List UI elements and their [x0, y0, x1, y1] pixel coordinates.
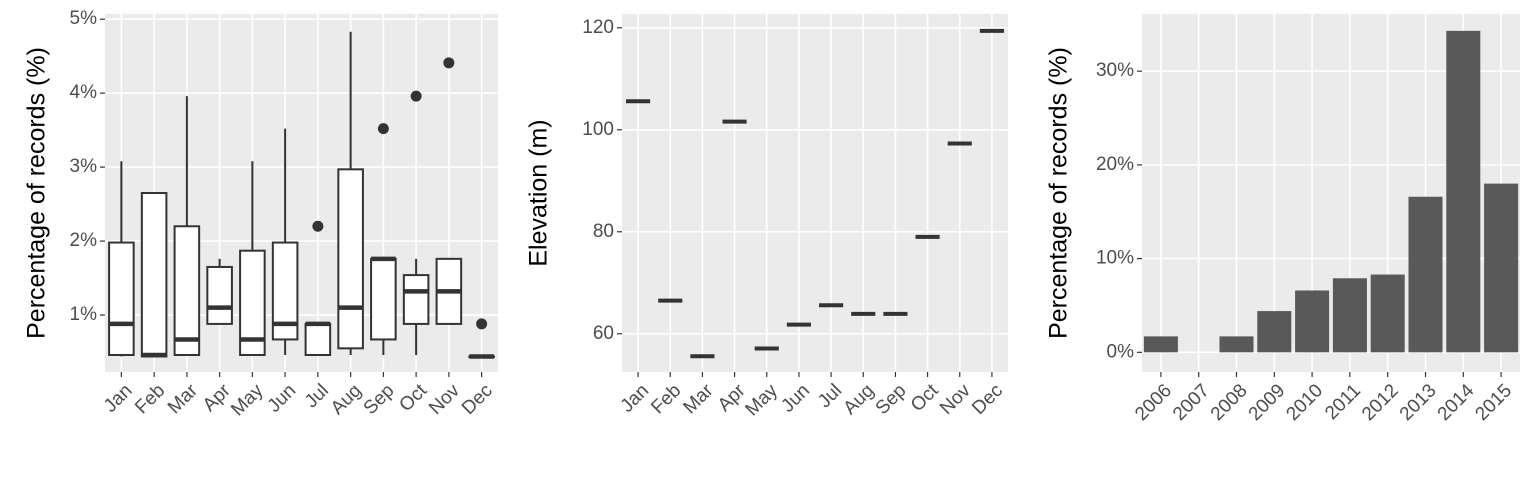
- y-tick-label: 1%: [70, 304, 98, 325]
- bar: [1143, 336, 1178, 353]
- x-tick-label: 2014: [1434, 380, 1479, 425]
- box: [304, 322, 332, 356]
- x-tick-label: 2011: [1321, 380, 1365, 424]
- y-tick-label: 2%: [70, 230, 98, 251]
- plot-background: [105, 14, 498, 372]
- x-tick-label: 2006: [1131, 380, 1176, 425]
- x-tick-label: Nov: [425, 380, 464, 419]
- box: [140, 192, 168, 358]
- x-tick-label: Feb: [647, 380, 685, 418]
- y-axis-title: Elevation (m): [525, 119, 553, 266]
- box: [173, 225, 201, 356]
- outlier: [312, 220, 324, 232]
- x-tick-label: Jul: [301, 380, 333, 412]
- y-tick-label: 20%: [1096, 154, 1134, 175]
- x-tick-label: Sep: [360, 380, 399, 419]
- box: [370, 257, 397, 341]
- y-tick-label: 0%: [1107, 341, 1135, 362]
- x-tick-label: Aug: [327, 380, 366, 419]
- box: [206, 265, 233, 325]
- x-tick-label: Oct: [907, 380, 943, 416]
- outlier: [443, 57, 455, 69]
- y-tick-label: 100: [582, 119, 614, 140]
- y-tick-label: 120: [582, 17, 614, 38]
- bar: [1446, 30, 1481, 353]
- x-tick-label: Mar: [680, 380, 718, 418]
- x-tick-label: Dec: [968, 380, 1007, 419]
- bar: [1408, 196, 1443, 353]
- box: [402, 274, 430, 325]
- y-tick-label: 80: [593, 221, 614, 242]
- y-tick-label: 10%: [1096, 248, 1134, 269]
- x-tick-label: Jan: [617, 380, 654, 417]
- x-tick-label: Jul: [814, 380, 846, 412]
- x-tick-label: Sep: [872, 380, 911, 419]
- y-tick-label: 4%: [70, 82, 98, 103]
- bar: [1219, 336, 1254, 353]
- x-tick-label: Mar: [164, 380, 202, 418]
- x-tick-label: 2010: [1282, 380, 1327, 425]
- bar: [1295, 290, 1330, 353]
- x-tick-label: Jun: [777, 380, 814, 417]
- y-tick-label: 5%: [70, 8, 98, 29]
- x-tick-label: 2015: [1471, 380, 1516, 425]
- y-tick-label: 3%: [70, 156, 98, 177]
- box: [108, 241, 135, 356]
- x-tick-label: 2007: [1169, 380, 1214, 425]
- x-tick-label: Feb: [131, 380, 169, 418]
- x-tick-label: May: [227, 380, 268, 421]
- x-tick-label: Dec: [458, 380, 497, 419]
- x-tick-label: Apr: [199, 380, 235, 416]
- x-tick-label: 2013: [1396, 380, 1441, 425]
- x-tick-label: Aug: [840, 380, 879, 419]
- x-tick-label: Oct: [395, 380, 431, 416]
- plot-background: [622, 14, 1008, 372]
- x-tick-label: May: [742, 380, 783, 421]
- y-tick-label: 30%: [1096, 60, 1134, 81]
- box: [337, 168, 364, 350]
- outlier: [476, 318, 488, 330]
- bar: [1484, 183, 1519, 353]
- x-tick-label: 2012: [1358, 380, 1403, 425]
- y-axis-title: Percentage of records (%): [23, 47, 51, 339]
- x-tick-label: Jun: [264, 380, 301, 417]
- x-tick-label: Jan: [100, 380, 137, 417]
- y-tick-label: 60: [593, 323, 614, 344]
- x-tick-label: 2008: [1207, 380, 1252, 425]
- outlier: [377, 123, 389, 135]
- x-tick-label: Apr: [714, 380, 750, 416]
- y-axis-title: Percentage of records (%): [1045, 47, 1073, 339]
- bar: [1257, 311, 1292, 353]
- x-tick-label: 2009: [1245, 380, 1290, 425]
- bar: [1332, 278, 1367, 353]
- x-tick-label: Nov: [936, 380, 975, 419]
- outlier: [410, 90, 422, 102]
- bar: [1370, 274, 1405, 353]
